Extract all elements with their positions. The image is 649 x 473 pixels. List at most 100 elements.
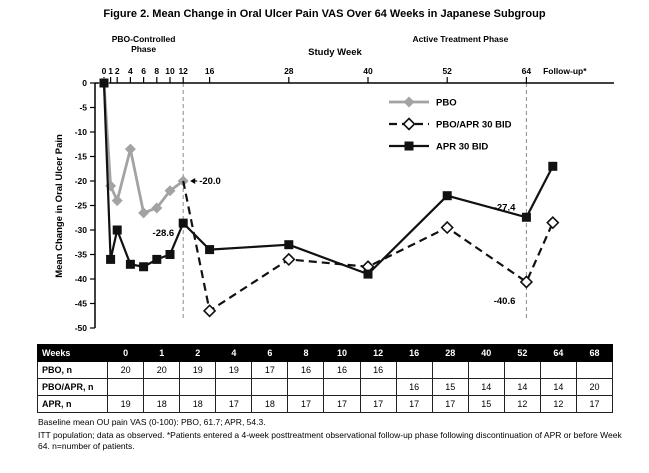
row-label: PBO/APR, n bbox=[36, 378, 109, 396]
phase-label: PBO-Controlled bbox=[112, 34, 176, 44]
legend-label-pbo-apr-30-bid: PBO/APR 30 BID bbox=[436, 120, 512, 131]
table-cell: 17 bbox=[323, 395, 361, 413]
table-header-week-4: 4 bbox=[215, 344, 253, 362]
table-cell: 15 bbox=[467, 395, 505, 413]
patients-table: Weeks 0 1 2 4 6 8 10 12 16 28 40 52 64 68 PBO, n 20 20 19 1… bbox=[36, 344, 614, 413]
x-tick-label: 40 bbox=[363, 66, 373, 76]
pbo-apr-30-bid-line bbox=[182, 180, 554, 312]
x-tick-label: 6 bbox=[141, 66, 146, 76]
table-header-week-28: 28 bbox=[431, 344, 469, 362]
x-tick-label: 52 bbox=[442, 66, 452, 76]
pbo-apr-30-bid-marker bbox=[282, 252, 296, 267]
y-tick-label: -30 bbox=[75, 225, 88, 235]
table-cell: 17 bbox=[287, 395, 325, 413]
table-cell: 17 bbox=[359, 395, 397, 413]
table-header-week-6: 6 bbox=[251, 344, 289, 362]
table-cell bbox=[503, 361, 541, 379]
apr-30-bid-marker bbox=[363, 269, 373, 279]
footnote-itt: ITT population; data as observed. *Patie… bbox=[38, 430, 622, 452]
y-tick-label: -40 bbox=[75, 274, 88, 284]
table-header-week-12: 12 bbox=[359, 344, 397, 362]
row-label: PBO, n bbox=[36, 361, 109, 379]
row-label: APR, n bbox=[36, 395, 109, 413]
table-cell: 17 bbox=[215, 395, 253, 413]
apr-30-bid-marker bbox=[205, 245, 215, 255]
table-cell bbox=[359, 378, 397, 396]
apr-30-bid-marker bbox=[99, 78, 109, 88]
pbo-apr-30-bid-marker bbox=[546, 216, 560, 230]
y-tick-label: -35 bbox=[75, 250, 88, 260]
table-cell: 16 bbox=[359, 361, 397, 379]
y-tick-label: -25 bbox=[75, 201, 88, 211]
table-cell bbox=[575, 361, 614, 379]
apr-30-bid-marker bbox=[548, 161, 558, 171]
x-tick-label: 0 bbox=[102, 66, 107, 76]
table-cell bbox=[467, 361, 505, 379]
y-axis-title: Mean Change in Oral Ulcer Pain bbox=[54, 134, 65, 278]
table-cell: 16 bbox=[287, 361, 325, 379]
point-annotation: -40.6 bbox=[494, 296, 516, 307]
x-tick-label: 1 bbox=[108, 66, 113, 76]
legend-marker-apr-30-bid bbox=[404, 141, 414, 151]
pbo-marker bbox=[138, 207, 150, 219]
apr-30-bid-marker bbox=[152, 254, 162, 264]
table-cell: 16 bbox=[323, 361, 361, 379]
pbo-apr-30-bid-marker bbox=[519, 275, 534, 289]
apr-30-bid-marker bbox=[165, 250, 175, 259]
point-annotation: -28.6 bbox=[153, 228, 175, 239]
table-cell: 20 bbox=[107, 361, 145, 379]
table-cell: 19 bbox=[215, 361, 253, 379]
table-cell: 14 bbox=[467, 378, 505, 396]
table-row: APR, n 19 18 18 17 18 17 17 17 17 17 15 12 12 17 bbox=[36, 395, 614, 413]
y-tick-label: -45 bbox=[75, 299, 88, 309]
y-tick-label: -15 bbox=[75, 152, 88, 162]
apr-30-bid-marker bbox=[521, 212, 531, 222]
pbo-marker bbox=[124, 143, 136, 155]
legend-label-pbo: PBO bbox=[436, 98, 457, 109]
pbo-marker bbox=[151, 202, 163, 214]
footnote-baseline: Baseline mean OU pain VAS (0-100): PBO, … bbox=[38, 417, 266, 427]
x-tick-label: 2 bbox=[115, 66, 120, 76]
point-annotation: -27.4 bbox=[494, 202, 516, 213]
table-cell bbox=[107, 378, 145, 396]
table-cell: 12 bbox=[539, 395, 577, 413]
table-cell bbox=[143, 378, 181, 396]
x-tick-label: 4 bbox=[128, 66, 133, 76]
table-header-week-40: 40 bbox=[467, 344, 505, 362]
apr-30-bid-marker bbox=[442, 191, 452, 201]
phase-label: Phase bbox=[131, 44, 156, 54]
apr-30-bid-marker bbox=[139, 262, 149, 272]
table-cell: 14 bbox=[503, 378, 541, 396]
x-tick-label: 8 bbox=[154, 66, 159, 76]
table-row: PBO, n 20 20 19 19 17 16 16 16 bbox=[36, 361, 614, 379]
apr-30-bid-line bbox=[102, 82, 554, 276]
table-cell: 19 bbox=[107, 395, 145, 413]
table-cell: 15 bbox=[431, 378, 469, 396]
legend-label-apr-30-bid: APR 30 BID bbox=[436, 142, 488, 153]
x-axis-title: Study Week bbox=[308, 47, 362, 58]
table-cell: 19 bbox=[179, 361, 217, 379]
table-header-week-2: 2 bbox=[179, 344, 217, 362]
pbo-marker bbox=[164, 185, 176, 197]
figure-title: Figure 2. Mean Change in Oral Ulcer Pain… bbox=[103, 8, 546, 20]
table-header-row: Weeks 0 1 2 4 6 8 10 12 16 28 40 52 64 68 bbox=[36, 344, 614, 362]
vas-line-chart: 0-5-10-15-20-25-30-35-40-45-500 1 2 4 6 8 10 12… bbox=[54, 34, 614, 333]
pbo-apr-30-bid-marker bbox=[440, 220, 454, 235]
table-cell bbox=[323, 378, 361, 396]
table-header-week-8: 8 bbox=[287, 344, 325, 362]
table-header-week-64: 64 bbox=[539, 344, 577, 362]
phase-label: Active Treatment Phase bbox=[412, 34, 508, 44]
table-cell bbox=[179, 378, 217, 396]
table-cell bbox=[395, 361, 433, 379]
x-tick-label: 28 bbox=[284, 66, 294, 76]
table-header-week-52: 52 bbox=[503, 344, 541, 362]
table-cell bbox=[215, 378, 253, 396]
y-tick-label: 0 bbox=[82, 78, 87, 88]
table-cell: 17 bbox=[251, 361, 289, 379]
x-tick-label: 64 bbox=[522, 66, 532, 76]
apr-30-bid-marker bbox=[284, 240, 294, 250]
pbo-apr-30-bid-marker bbox=[202, 304, 217, 318]
table-header-week-68: 68 bbox=[575, 344, 614, 362]
table-header-week-1: 1 bbox=[143, 344, 181, 362]
